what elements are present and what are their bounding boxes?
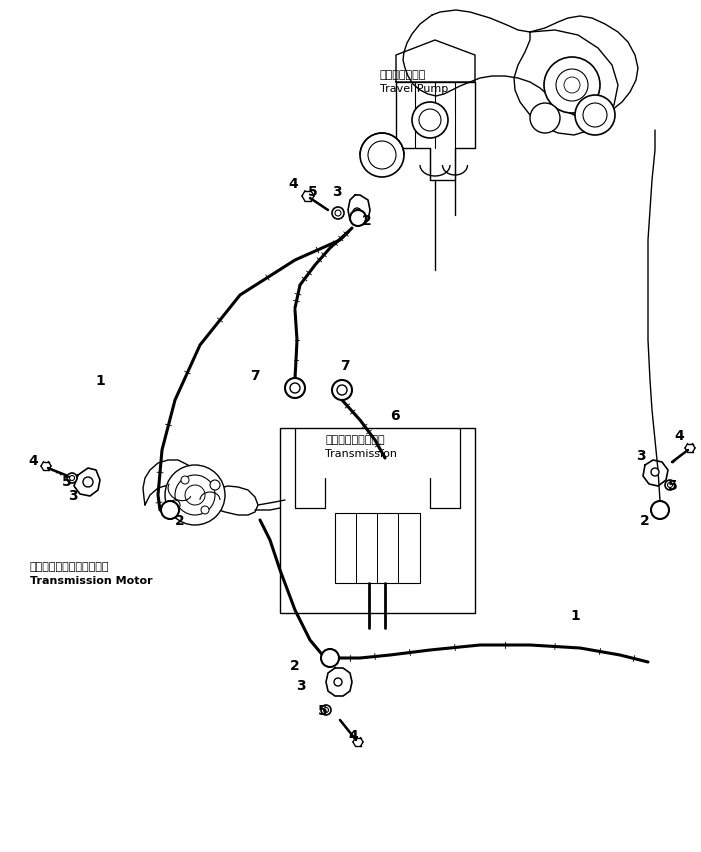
Circle shape [360,133,404,177]
Text: Transmission Motor: Transmission Motor [30,576,153,586]
Circle shape [321,705,331,715]
Circle shape [67,473,77,483]
Text: トランスミッション: トランスミッション [325,435,385,445]
Circle shape [210,480,220,490]
Circle shape [69,475,74,481]
Circle shape [651,468,659,476]
Text: Travel Pump: Travel Pump [380,84,448,94]
Text: 1: 1 [95,374,104,388]
Circle shape [335,210,341,216]
Circle shape [201,506,209,514]
Text: 5: 5 [308,185,318,199]
Bar [280,428,475,613]
Text: 3: 3 [68,489,78,503]
Bar [335,513,420,583]
Text: 4: 4 [288,177,298,191]
Text: 7: 7 [250,369,259,383]
Circle shape [544,57,600,113]
Circle shape [419,109,441,131]
Circle shape [332,207,344,219]
Text: 5: 5 [62,475,72,489]
Text: 2: 2 [290,659,300,673]
Circle shape [667,482,672,487]
Circle shape [412,102,448,138]
Circle shape [323,707,329,712]
Text: 5: 5 [318,704,328,718]
Circle shape [161,501,179,519]
Text: トラベルポンプ: トラベルポンプ [380,70,426,80]
Text: 2: 2 [362,214,372,228]
Circle shape [353,208,361,216]
Text: 3: 3 [332,185,341,199]
Circle shape [583,103,607,127]
Circle shape [575,95,615,135]
Circle shape [530,103,560,133]
Text: 2: 2 [640,514,650,528]
Circle shape [564,77,580,93]
Circle shape [350,210,366,226]
Circle shape [321,649,339,667]
Text: 5: 5 [668,479,678,493]
Circle shape [337,385,347,395]
Circle shape [285,378,305,398]
Text: 4: 4 [674,429,683,443]
Text: 7: 7 [340,359,350,373]
Text: 3: 3 [296,679,306,693]
Circle shape [165,465,225,525]
Circle shape [665,480,675,490]
Text: Transmission: Transmission [325,449,397,459]
Circle shape [181,476,189,484]
Circle shape [175,475,215,515]
Circle shape [556,69,588,101]
Text: トランスミッションモータ: トランスミッションモータ [30,562,109,572]
Circle shape [332,380,352,400]
Text: 4: 4 [348,729,358,743]
Text: 1: 1 [570,609,580,623]
Circle shape [290,383,300,393]
Circle shape [170,500,180,510]
Circle shape [334,678,342,686]
Circle shape [83,477,93,487]
Circle shape [185,485,205,505]
Circle shape [651,501,669,519]
Circle shape [368,141,396,169]
Text: 2: 2 [175,514,185,528]
Text: 3: 3 [636,449,646,463]
Text: 6: 6 [390,409,400,423]
Text: 4: 4 [28,454,38,468]
